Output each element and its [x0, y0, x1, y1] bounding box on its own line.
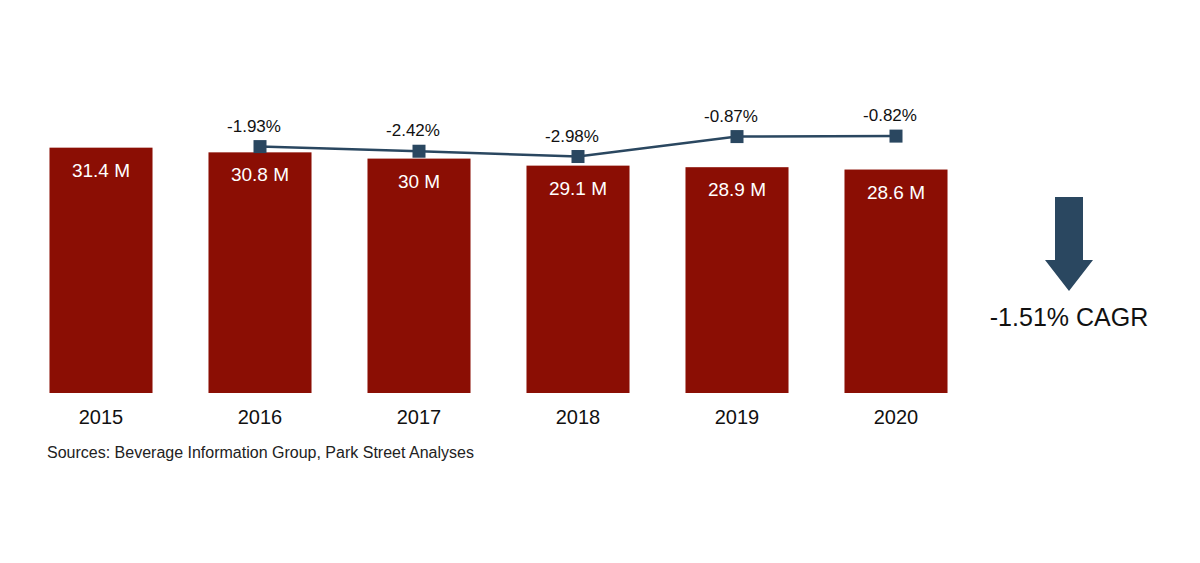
data-label: -0.82%	[863, 106, 917, 125]
bar	[367, 159, 470, 393]
data-label: 29.1 M	[549, 178, 607, 199]
data-label: 28.9 M	[708, 179, 766, 200]
labels: 31.4 M 30.8 M 30 M 29.1 M 28.9 M 28.6 M -1.93%…	[47, 106, 1148, 461]
data-label: 31.4 M	[72, 160, 130, 181]
marker	[413, 145, 426, 158]
data-label: -2.42%	[386, 121, 440, 140]
data-label: -2.98%	[545, 127, 599, 146]
chart: 31.4 M 30.8 M 30 M 29.1 M 28.9 M 28.6 M -1.93%…	[0, 0, 1200, 563]
data-label: -0.87%	[704, 107, 758, 126]
bar	[685, 167, 788, 393]
marker	[890, 130, 903, 143]
data-label: 30 M	[398, 171, 440, 192]
category-label: 2020	[874, 406, 919, 428]
bar	[526, 166, 629, 393]
annotation: -1.51% CAGR	[990, 303, 1148, 331]
category-label: 2015	[79, 406, 124, 428]
category-label: 2018	[556, 406, 601, 428]
marker	[254, 140, 267, 153]
chart-root: 31.4 M 30.8 M 30 M 29.1 M 28.9 M 28.6 M -1.93%…	[0, 0, 1200, 563]
data-label: -1.93%	[227, 117, 281, 136]
plot-area	[49, 130, 947, 393]
bar	[844, 170, 947, 393]
bar	[208, 152, 311, 393]
marker	[731, 130, 744, 143]
arrow	[1045, 197, 1093, 291]
data-label: 28.6 M	[867, 182, 925, 203]
category-label: 2019	[715, 406, 760, 428]
source: Sources: Beverage Information Group, Par…	[47, 444, 474, 461]
bar	[49, 148, 152, 393]
category-label: 2017	[397, 406, 442, 428]
data-label: 30.8 M	[231, 164, 289, 185]
marker	[572, 150, 585, 163]
category-label: 2016	[238, 406, 283, 428]
